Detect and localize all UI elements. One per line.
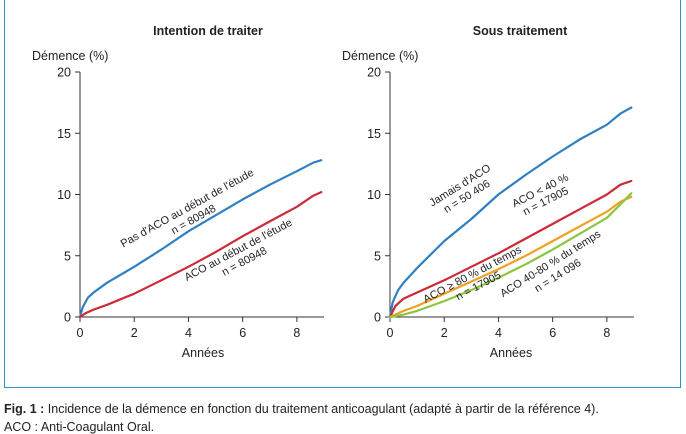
y-tick-label: 10 [57, 188, 71, 202]
x-tick-label: 2 [441, 326, 448, 340]
caption-text: Incidence de la démence en fonction du t… [47, 402, 599, 416]
series-line-3 [388, 192, 633, 319]
chart-sous-traitement: Sous traitement Démence (%) Années 0 5 10 1… [342, 24, 634, 360]
series-line-1 [388, 179, 633, 319]
figure-caption: Fig. 1 : Incidence de la démence en fonc… [4, 402, 684, 416]
series-line-0 [78, 159, 323, 319]
x-axis-label: Années [182, 346, 224, 360]
y-tick-label: 15 [57, 127, 71, 141]
series-line-2 [388, 195, 633, 319]
x-tick-label: 4 [185, 326, 192, 340]
caption-label: Fig. 1 : [4, 402, 45, 416]
y-tick-label: 5 [64, 249, 71, 263]
x-axis-label: Années [490, 346, 532, 360]
annotation-text: Pas d'ACO au début de l'étude [119, 167, 256, 250]
chart-title: Intention de traiter [153, 24, 263, 38]
x-tick-label: 8 [293, 326, 300, 340]
figure-caption-line2: ACO : Anti-Coagulant Oral. [4, 420, 155, 434]
x-tick-label: 4 [495, 326, 502, 340]
y-tick-label: 5 [374, 249, 381, 263]
x-tick-label: 2 [131, 326, 138, 340]
figure-frame [4, 0, 681, 388]
y-tick-label: 20 [367, 66, 381, 80]
y-tick-label: 20 [57, 66, 71, 80]
y-axis-label: Démence (%) [32, 49, 108, 63]
chart-title: Sous traitement [473, 24, 568, 38]
y-tick-label: 0 [64, 311, 71, 325]
x-tick-label: 6 [239, 326, 246, 340]
annotation-text: ACO au début de l'étude [183, 217, 295, 284]
x-tick-label: 0 [387, 326, 394, 340]
annotation-text: ACO 40-80 % du temps [498, 228, 603, 300]
figure-charts: Intention de traiter Démence (%) Années … [32, 24, 634, 360]
x-tick-label: 8 [603, 326, 610, 340]
y-tick-label: 0 [374, 311, 381, 325]
series-line-1 [78, 191, 323, 319]
chart-intention-de-traiter: Intention de traiter Démence (%) Années … [32, 24, 324, 360]
y-axis-label: Démence (%) [342, 49, 418, 63]
x-tick-label: 6 [549, 326, 556, 340]
series-line-0 [388, 106, 633, 319]
x-tick-label: 0 [77, 326, 84, 340]
y-tick-label: 15 [367, 127, 381, 141]
y-tick-label: 10 [367, 188, 381, 202]
